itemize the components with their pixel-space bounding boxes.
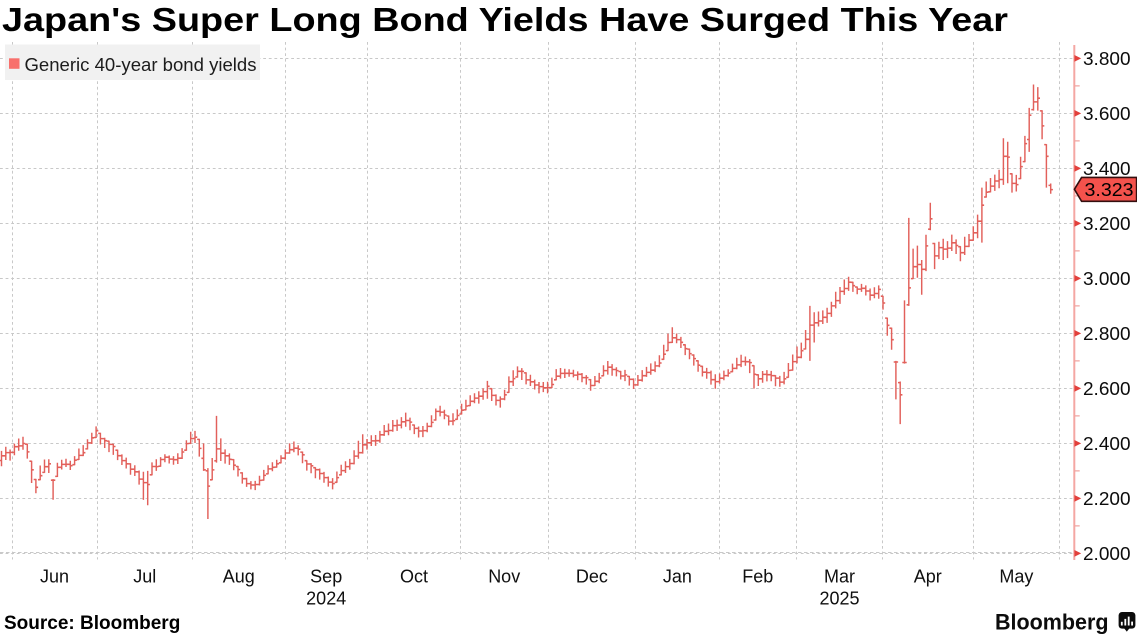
svg-text:2.600: 2.600 [1083,379,1131,399]
svg-text:2.000: 2.000 [1083,544,1131,564]
svg-text:3.400: 3.400 [1083,159,1131,179]
svg-text:3.800: 3.800 [1083,49,1131,69]
svg-text:2.400: 2.400 [1083,434,1131,454]
svg-text:Mar: Mar [824,567,855,587]
svg-text:May: May [999,567,1033,587]
svg-text:3.600: 3.600 [1083,104,1131,124]
svg-text:3.000: 3.000 [1083,269,1131,289]
svg-text:Nov: Nov [488,567,520,587]
svg-text:3.323: 3.323 [1085,180,1134,200]
svg-text:Feb: Feb [742,567,773,587]
svg-text:2024: 2024 [306,589,346,609]
svg-text:Apr: Apr [914,567,942,587]
svg-text:Jun: Jun [40,567,69,587]
svg-text:Jul: Jul [133,567,156,587]
svg-text:3.200: 3.200 [1083,214,1131,234]
svg-text:2025: 2025 [819,589,859,609]
svg-text:Aug: Aug [223,567,255,587]
svg-text:2.200: 2.200 [1083,489,1131,509]
svg-text:Oct: Oct [400,567,428,587]
svg-text:Generic 40-year bond yields: Generic 40-year bond yields [25,55,257,75]
svg-text:Sep: Sep [310,567,342,587]
svg-text:Bloomberg: Bloomberg [995,610,1109,635]
svg-text:Source: Bloomberg: Source: Bloomberg [4,613,180,634]
svg-text:Dec: Dec [576,567,608,587]
svg-text:Jan: Jan [663,567,692,587]
svg-text:Japan's Super Long Bond Yields: Japan's Super Long Bond Yields Have Surg… [2,2,1008,39]
svg-text:2.800: 2.800 [1083,324,1131,344]
